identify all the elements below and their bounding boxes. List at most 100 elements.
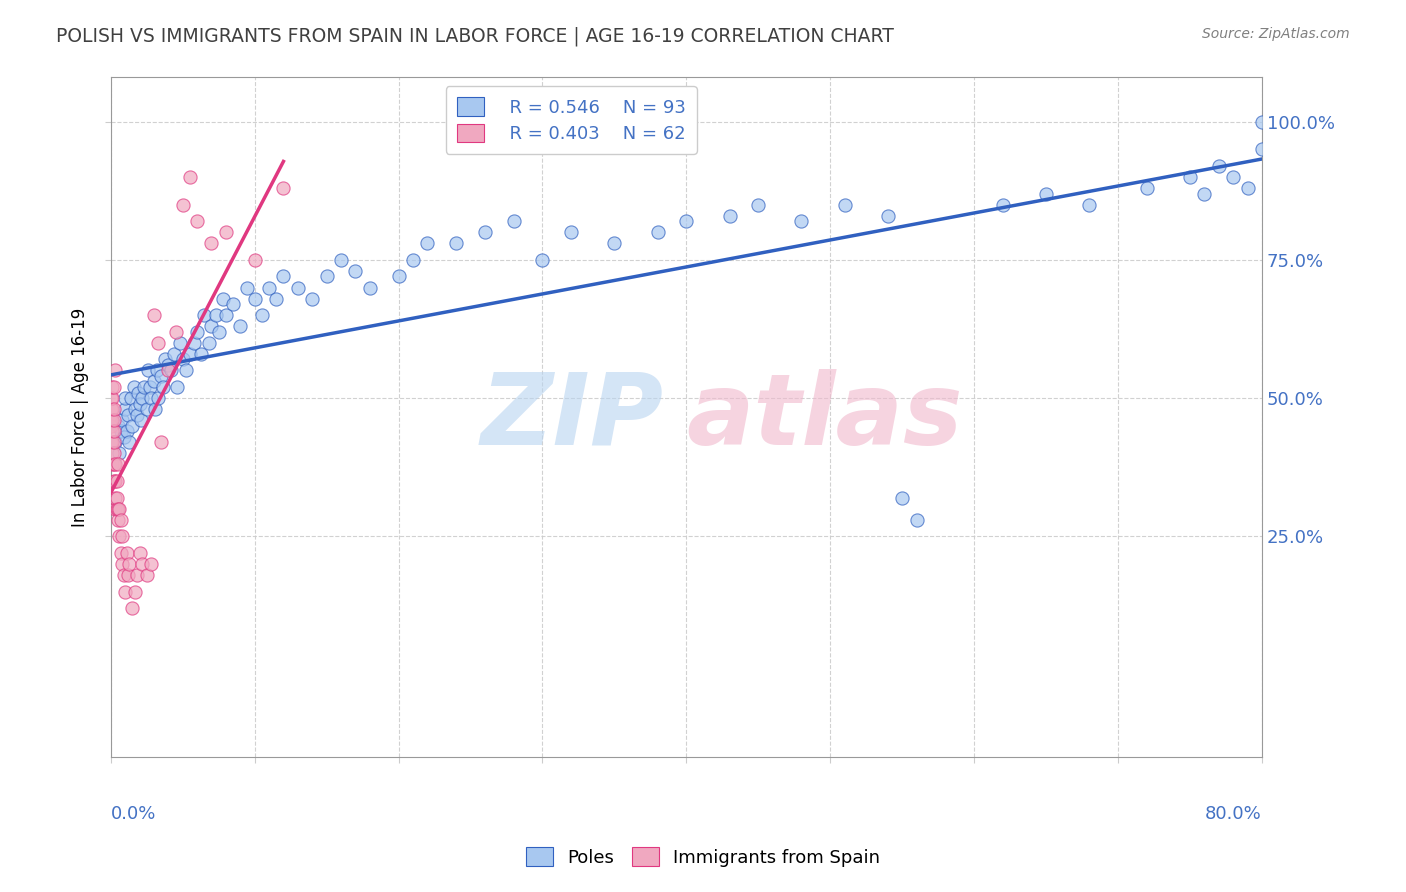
Point bbox=[790, 214, 813, 228]
Point bbox=[1136, 181, 1159, 195]
Point bbox=[124, 584, 146, 599]
Point bbox=[236, 280, 259, 294]
Point bbox=[107, 513, 129, 527]
Point bbox=[146, 363, 169, 377]
Point bbox=[150, 368, 173, 383]
Point bbox=[103, 380, 125, 394]
Point bbox=[186, 325, 208, 339]
Point bbox=[560, 225, 582, 239]
Point bbox=[136, 363, 159, 377]
Point bbox=[157, 358, 180, 372]
Point bbox=[197, 335, 219, 350]
Point bbox=[718, 209, 741, 223]
Point bbox=[104, 458, 127, 472]
Point bbox=[107, 501, 129, 516]
Point bbox=[129, 413, 152, 427]
Point bbox=[531, 252, 554, 267]
Point bbox=[103, 413, 125, 427]
Point bbox=[110, 424, 132, 438]
Point bbox=[107, 418, 129, 433]
Point bbox=[101, 446, 124, 460]
Point bbox=[647, 225, 669, 239]
Text: ZIP: ZIP bbox=[481, 369, 664, 466]
Point bbox=[150, 435, 173, 450]
Point bbox=[1178, 169, 1201, 184]
Point bbox=[131, 557, 153, 571]
Point bbox=[118, 557, 141, 571]
Point bbox=[114, 584, 136, 599]
Point bbox=[174, 363, 197, 377]
Point bbox=[100, 435, 122, 450]
Point bbox=[125, 408, 148, 422]
Point bbox=[315, 269, 337, 284]
Text: atlas: atlas bbox=[686, 369, 963, 466]
Point bbox=[243, 292, 266, 306]
Legend:   R = 0.546    N = 93,   R = 0.403    N = 62: R = 0.546 N = 93, R = 0.403 N = 62 bbox=[446, 87, 697, 154]
Point bbox=[128, 396, 150, 410]
Point bbox=[444, 236, 467, 251]
Point bbox=[115, 546, 138, 560]
Point bbox=[200, 236, 222, 251]
Point bbox=[103, 446, 125, 460]
Point bbox=[1035, 186, 1057, 201]
Legend: Poles, Immigrants from Spain: Poles, Immigrants from Spain bbox=[519, 840, 887, 874]
Point bbox=[108, 529, 131, 543]
Text: 0.0%: 0.0% bbox=[111, 805, 156, 823]
Point bbox=[155, 352, 177, 367]
Point bbox=[834, 197, 856, 211]
Point bbox=[186, 214, 208, 228]
Point bbox=[105, 474, 128, 488]
Point bbox=[101, 391, 124, 405]
Point bbox=[101, 424, 124, 438]
Point bbox=[152, 380, 174, 394]
Point bbox=[257, 280, 280, 294]
Point bbox=[111, 557, 134, 571]
Y-axis label: In Labor Force | Age 16-19: In Labor Force | Age 16-19 bbox=[72, 308, 89, 527]
Point bbox=[200, 319, 222, 334]
Point bbox=[101, 380, 124, 394]
Point bbox=[103, 474, 125, 488]
Point bbox=[100, 402, 122, 417]
Point bbox=[1251, 142, 1274, 156]
Point bbox=[121, 601, 143, 615]
Text: Source: ZipAtlas.com: Source: ZipAtlas.com bbox=[1202, 27, 1350, 41]
Point bbox=[100, 413, 122, 427]
Point bbox=[675, 214, 697, 228]
Point bbox=[138, 380, 160, 394]
Point bbox=[121, 418, 143, 433]
Point bbox=[105, 501, 128, 516]
Point bbox=[273, 181, 295, 195]
Point bbox=[402, 252, 425, 267]
Point bbox=[160, 363, 183, 377]
Point bbox=[103, 458, 125, 472]
Point bbox=[215, 308, 238, 322]
Point bbox=[118, 435, 141, 450]
Point bbox=[1236, 181, 1258, 195]
Point bbox=[229, 319, 252, 334]
Point bbox=[148, 391, 170, 405]
Point bbox=[108, 501, 131, 516]
Point bbox=[132, 380, 155, 394]
Point bbox=[122, 380, 145, 394]
Point bbox=[128, 546, 150, 560]
Point bbox=[190, 347, 212, 361]
Point bbox=[110, 513, 132, 527]
Point bbox=[103, 435, 125, 450]
Text: 80.0%: 80.0% bbox=[1205, 805, 1263, 823]
Point bbox=[115, 424, 138, 438]
Point bbox=[166, 380, 188, 394]
Point bbox=[117, 568, 139, 582]
Point bbox=[991, 197, 1014, 211]
Point bbox=[117, 408, 139, 422]
Point bbox=[120, 391, 142, 405]
Point bbox=[287, 280, 309, 294]
Point bbox=[104, 363, 127, 377]
Point bbox=[127, 385, 149, 400]
Point bbox=[112, 430, 135, 444]
Point bbox=[103, 402, 125, 417]
Point bbox=[330, 252, 353, 267]
Point bbox=[165, 325, 187, 339]
Point bbox=[179, 169, 201, 184]
Point bbox=[139, 391, 162, 405]
Point bbox=[103, 424, 125, 438]
